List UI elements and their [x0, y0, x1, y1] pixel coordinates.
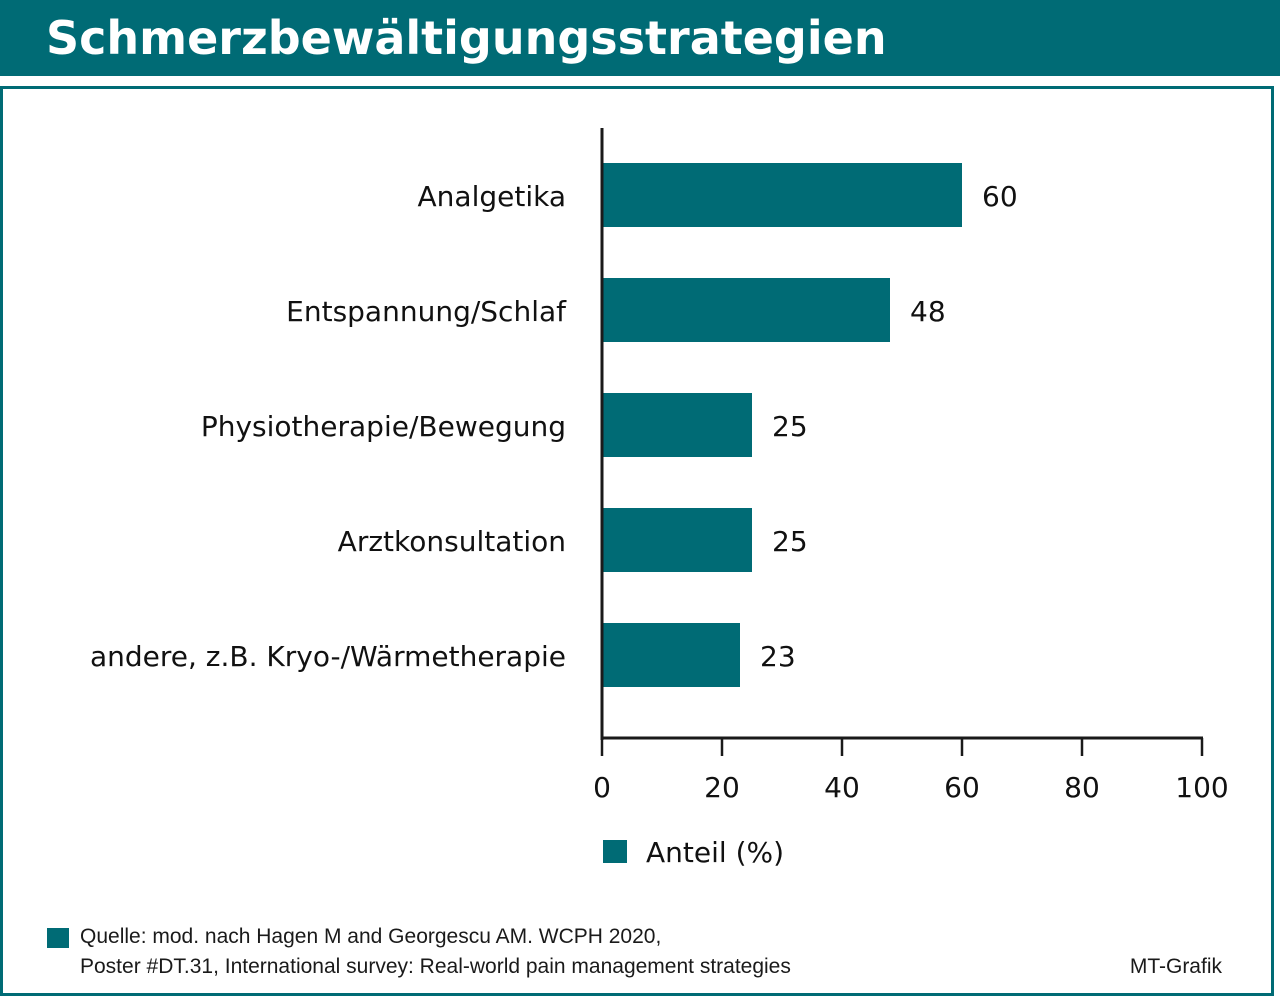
source-note: Quelle: mod. nach Hagen M and Georgescu …: [80, 922, 791, 982]
x-tick-label: 100: [1175, 771, 1228, 804]
bar: [602, 508, 752, 572]
data-label: 60: [982, 180, 1018, 213]
x-tick-label: 60: [944, 771, 980, 804]
bar: [602, 623, 740, 687]
category-label: Arztkonsultation: [338, 525, 566, 558]
title-bar: Schmerzbewältigungsstrategien: [0, 0, 1280, 76]
graphic-credit: MT-Grafik: [1129, 955, 1222, 978]
category-label: andere, z.B. Kryo-/Wärmetherapie: [90, 640, 566, 673]
x-tick-label: 40: [824, 771, 860, 804]
bar: [602, 393, 752, 457]
bar: [602, 278, 890, 342]
category-label: Analgetika: [418, 180, 566, 213]
x-tick-label: 0: [593, 771, 611, 804]
data-label: 25: [772, 525, 808, 558]
category-label: Physiotherapie/Bewegung: [201, 410, 566, 443]
x-tick-label: 80: [1064, 771, 1100, 804]
legend-label: Anteil (%): [646, 836, 784, 869]
data-label: 48: [910, 295, 946, 328]
data-label: 25: [772, 410, 808, 443]
source-line-2: Poster #DT.31, International survey: Rea…: [80, 955, 791, 978]
chart-frame: [0, 86, 1274, 996]
x-tick-label: 20: [704, 771, 740, 804]
legend-swatch: [603, 840, 627, 863]
data-label: 23: [760, 640, 796, 673]
bar: [602, 163, 962, 227]
chart-title: Schmerzbewältigungsstrategien: [46, 11, 887, 65]
source-line-1: Quelle: mod. nach Hagen M and Georgescu …: [80, 925, 662, 948]
source-bullet: [47, 928, 69, 948]
category-label: Entspannung/Schlaf: [286, 295, 567, 328]
